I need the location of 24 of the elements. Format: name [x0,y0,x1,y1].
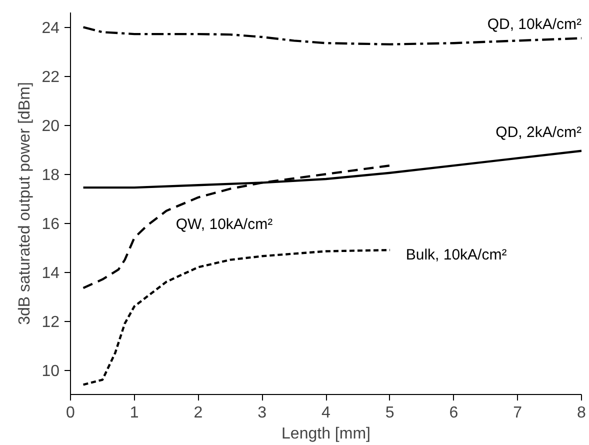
x-tick-label: 5 [385,404,394,422]
y-tick-label: 10 [42,363,60,380]
y-tick-label: 20 [42,118,60,136]
x-axis-title: Length [mm] [282,426,370,442]
series-label: QW, 10kA/cm² [176,216,273,233]
x-tick-label: 3 [258,404,267,422]
x-tick-label: 0 [66,404,76,422]
y-axis-title: 3dB saturated output power [dBm] [16,82,34,325]
x-tick-label: 1 [130,404,139,422]
x-tick-label: 6 [449,404,458,422]
series-label: QD, 2kA/cm² [496,124,582,141]
series-label: QD, 10kA/cm² [487,16,582,34]
line-series [82,248,391,386]
x-tick-label: 8 [577,404,586,422]
x-tick-label: 7 [513,404,522,422]
y-tick-label: 24 [42,20,60,38]
series-label: Bulk, 10kA/cm² [406,246,507,264]
x-tick-label: 4 [322,404,331,422]
y-tick-label: 18 [42,167,60,184]
y-tick-label: 14 [42,265,60,282]
y-tick-label: 16 [42,216,60,234]
y-tick-label: 12 [42,314,60,332]
x-tick-label: 2 [194,404,203,422]
y-tick-label: 22 [42,69,60,86]
